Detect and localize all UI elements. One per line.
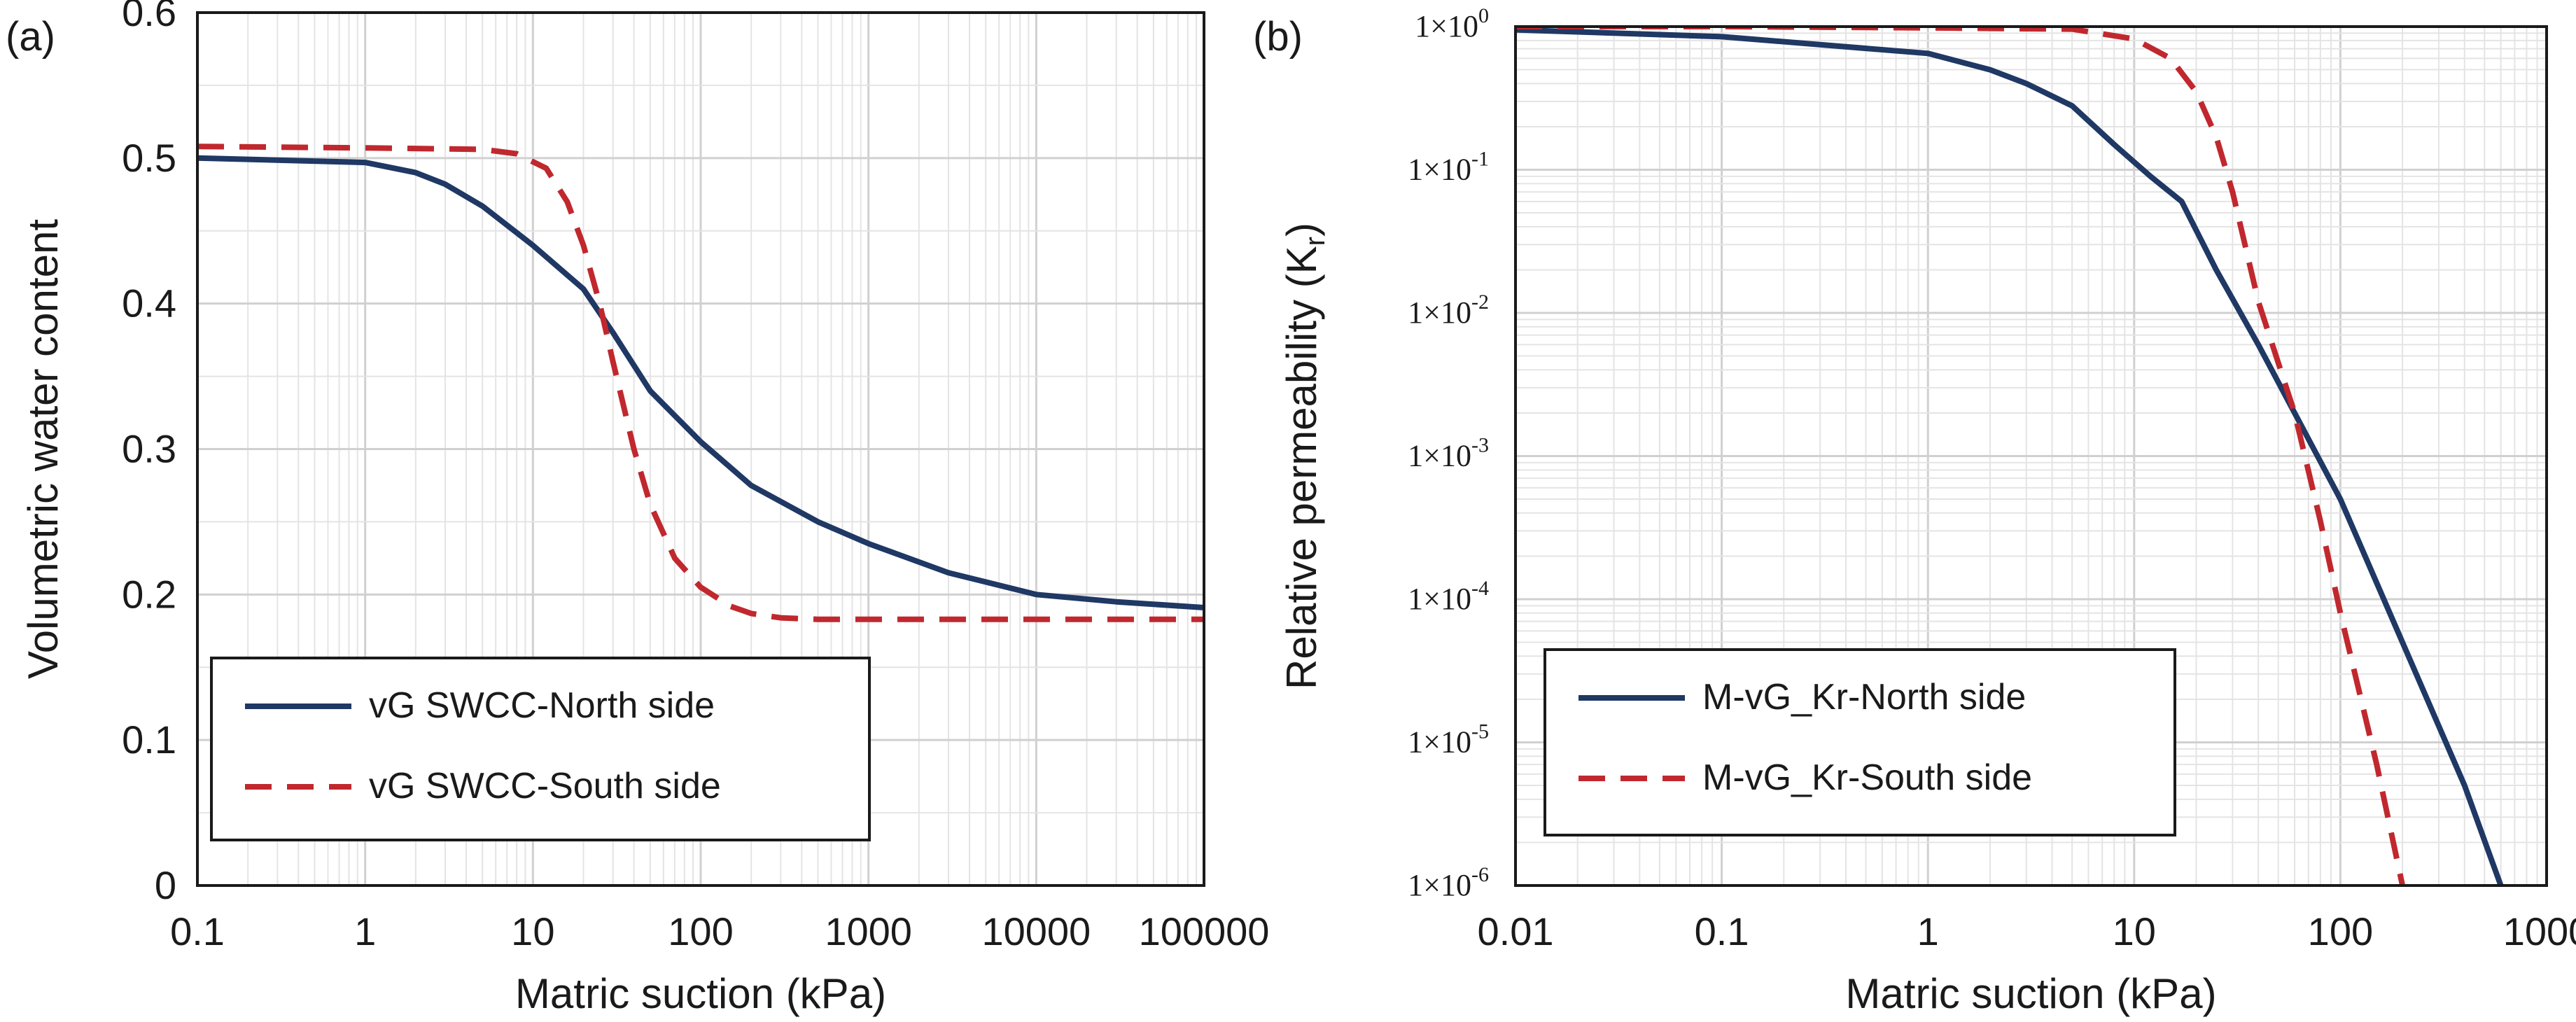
y-tick-label-mantissa: 1×10 xyxy=(1408,439,1471,473)
panel-b-y-axis-label-subscript: r xyxy=(1300,237,1331,246)
panel-b-series xyxy=(1516,27,2504,886)
x-tick-label: 100 xyxy=(668,909,733,953)
y-tick-label-exponent: -3 xyxy=(1471,434,1489,457)
y-tick-label-exponent: -1 xyxy=(1471,148,1489,171)
x-tick-label: 100000 xyxy=(1139,909,1270,953)
y-tick-label-exponent: -6 xyxy=(1471,863,1489,886)
panel-b-legend-label-north: M-vG_Kr-North side xyxy=(1702,677,2026,718)
y-tick-label-exponent: -5 xyxy=(1471,720,1489,743)
series-line-north xyxy=(197,155,1204,610)
x-tick-label: 10 xyxy=(511,909,554,953)
x-tick-label: 1000 xyxy=(825,909,912,953)
x-tick-label: 100 xyxy=(2308,909,2373,953)
panel-a-y-axis-label: Volumetric water content xyxy=(20,219,66,679)
y-tick-label: 0 xyxy=(155,863,176,907)
series-line-north xyxy=(1516,27,2504,886)
panel-a-legend-box xyxy=(210,657,871,841)
x-tick-label: 1 xyxy=(354,909,376,953)
y-tick-label: 0.3 xyxy=(122,427,176,471)
y-tick-label-mantissa: 1×10 xyxy=(1408,295,1471,330)
y-tick-label: 1×100 xyxy=(1415,4,1489,43)
x-tick-label: 10 xyxy=(2113,909,2156,953)
x-tick-label: 0.1 xyxy=(170,909,225,953)
y-tick-label-mantissa: 1×10 xyxy=(1408,153,1471,187)
panel-a-legend-label-south: vG SWCC-South side xyxy=(369,766,721,806)
y-tick-label-mantissa: 1×10 xyxy=(1408,868,1471,902)
panel-a-label: (a) xyxy=(6,14,55,59)
panel-b-x-ticks: 0.01 0.1 1 10 100 1000 xyxy=(1478,909,2576,953)
y-tick-label-exponent: 0 xyxy=(1478,4,1489,27)
y-tick-label-mantissa: 1×10 xyxy=(1408,725,1471,760)
x-tick-label: 10000 xyxy=(981,909,1091,953)
panel-a-x-ticks: 0.1 1 10 100 1000 10000 100000 xyxy=(170,909,1269,953)
panel-b-legend-label-south: M-vG_Kr-South side xyxy=(1702,757,2032,798)
series-line-south xyxy=(197,144,1204,622)
y-tick-label: 1×10-6 xyxy=(1408,863,1489,902)
y-tick-label-mantissa: 1×10 xyxy=(1415,9,1478,43)
panel-b-y-ticks: 1×10-61×10-51×10-41×10-31×10-21×10-11×10… xyxy=(1408,4,1489,902)
y-tick-label: 1×10-5 xyxy=(1408,720,1489,760)
panel-b-legend-box xyxy=(1544,648,2176,836)
panel-b-label: (b) xyxy=(1253,14,1303,59)
panel-a-chart: (a) 00.10.20.30.40.50.6 0.1 1 10 100 1000 100… xyxy=(6,0,1269,1017)
panel-b-chart: (b) 1×10-61×10-51×10-41×10-31×10-21×10-1… xyxy=(1253,4,2576,1017)
panel-b-legend: M-vG_Kr-North side M-vG_Kr-South side xyxy=(1544,648,2176,836)
y-tick-label-mantissa: 1×10 xyxy=(1408,582,1471,616)
y-tick-label: 0.2 xyxy=(122,572,176,616)
y-tick-label: 0.4 xyxy=(122,281,176,326)
x-tick-label: 0.1 xyxy=(1695,909,1749,953)
panel-b-y-axis-label: Relative permeability (Kr) xyxy=(1278,223,1331,690)
y-tick-label: 1×10-2 xyxy=(1408,290,1489,330)
panel-a-series xyxy=(197,144,1204,622)
panel-a-legend-label-north: vG SWCC-North side xyxy=(369,685,715,726)
panel-b-y-axis-label-close: ) xyxy=(1278,223,1325,237)
panel-b-x-axis-label: Matric suction (kPa) xyxy=(1845,970,2216,1017)
x-tick-label: 1000 xyxy=(2503,909,2576,953)
panel-a-plot-frame xyxy=(196,11,1205,887)
panel-b-y-axis-label-main: Relative permeability (K xyxy=(1278,246,1325,690)
y-tick-label: 0.1 xyxy=(122,718,176,762)
panel-b-plot-frame xyxy=(1514,25,2548,887)
y-tick-label: 0.5 xyxy=(122,136,176,180)
panel-a-legend: vG SWCC-North side vG SWCC-South side xyxy=(210,657,871,841)
y-tick-label: 0.6 xyxy=(122,0,176,34)
x-tick-label: 0.01 xyxy=(1478,909,1554,953)
x-tick-label: 1 xyxy=(1917,909,1939,953)
panel-a-y-ticks: 0 0.1 0.2 0.3 0.4 0.5 0.6 xyxy=(122,0,176,907)
y-tick-label: 1×10-4 xyxy=(1408,577,1489,616)
y-tick-label-exponent: -4 xyxy=(1471,577,1489,600)
panel-a-x-axis-label: Matric suction (kPa) xyxy=(515,970,886,1017)
y-tick-label-exponent: -2 xyxy=(1471,290,1489,314)
y-tick-label: 1×10-3 xyxy=(1408,434,1489,473)
y-tick-label: 1×10-1 xyxy=(1408,148,1489,187)
